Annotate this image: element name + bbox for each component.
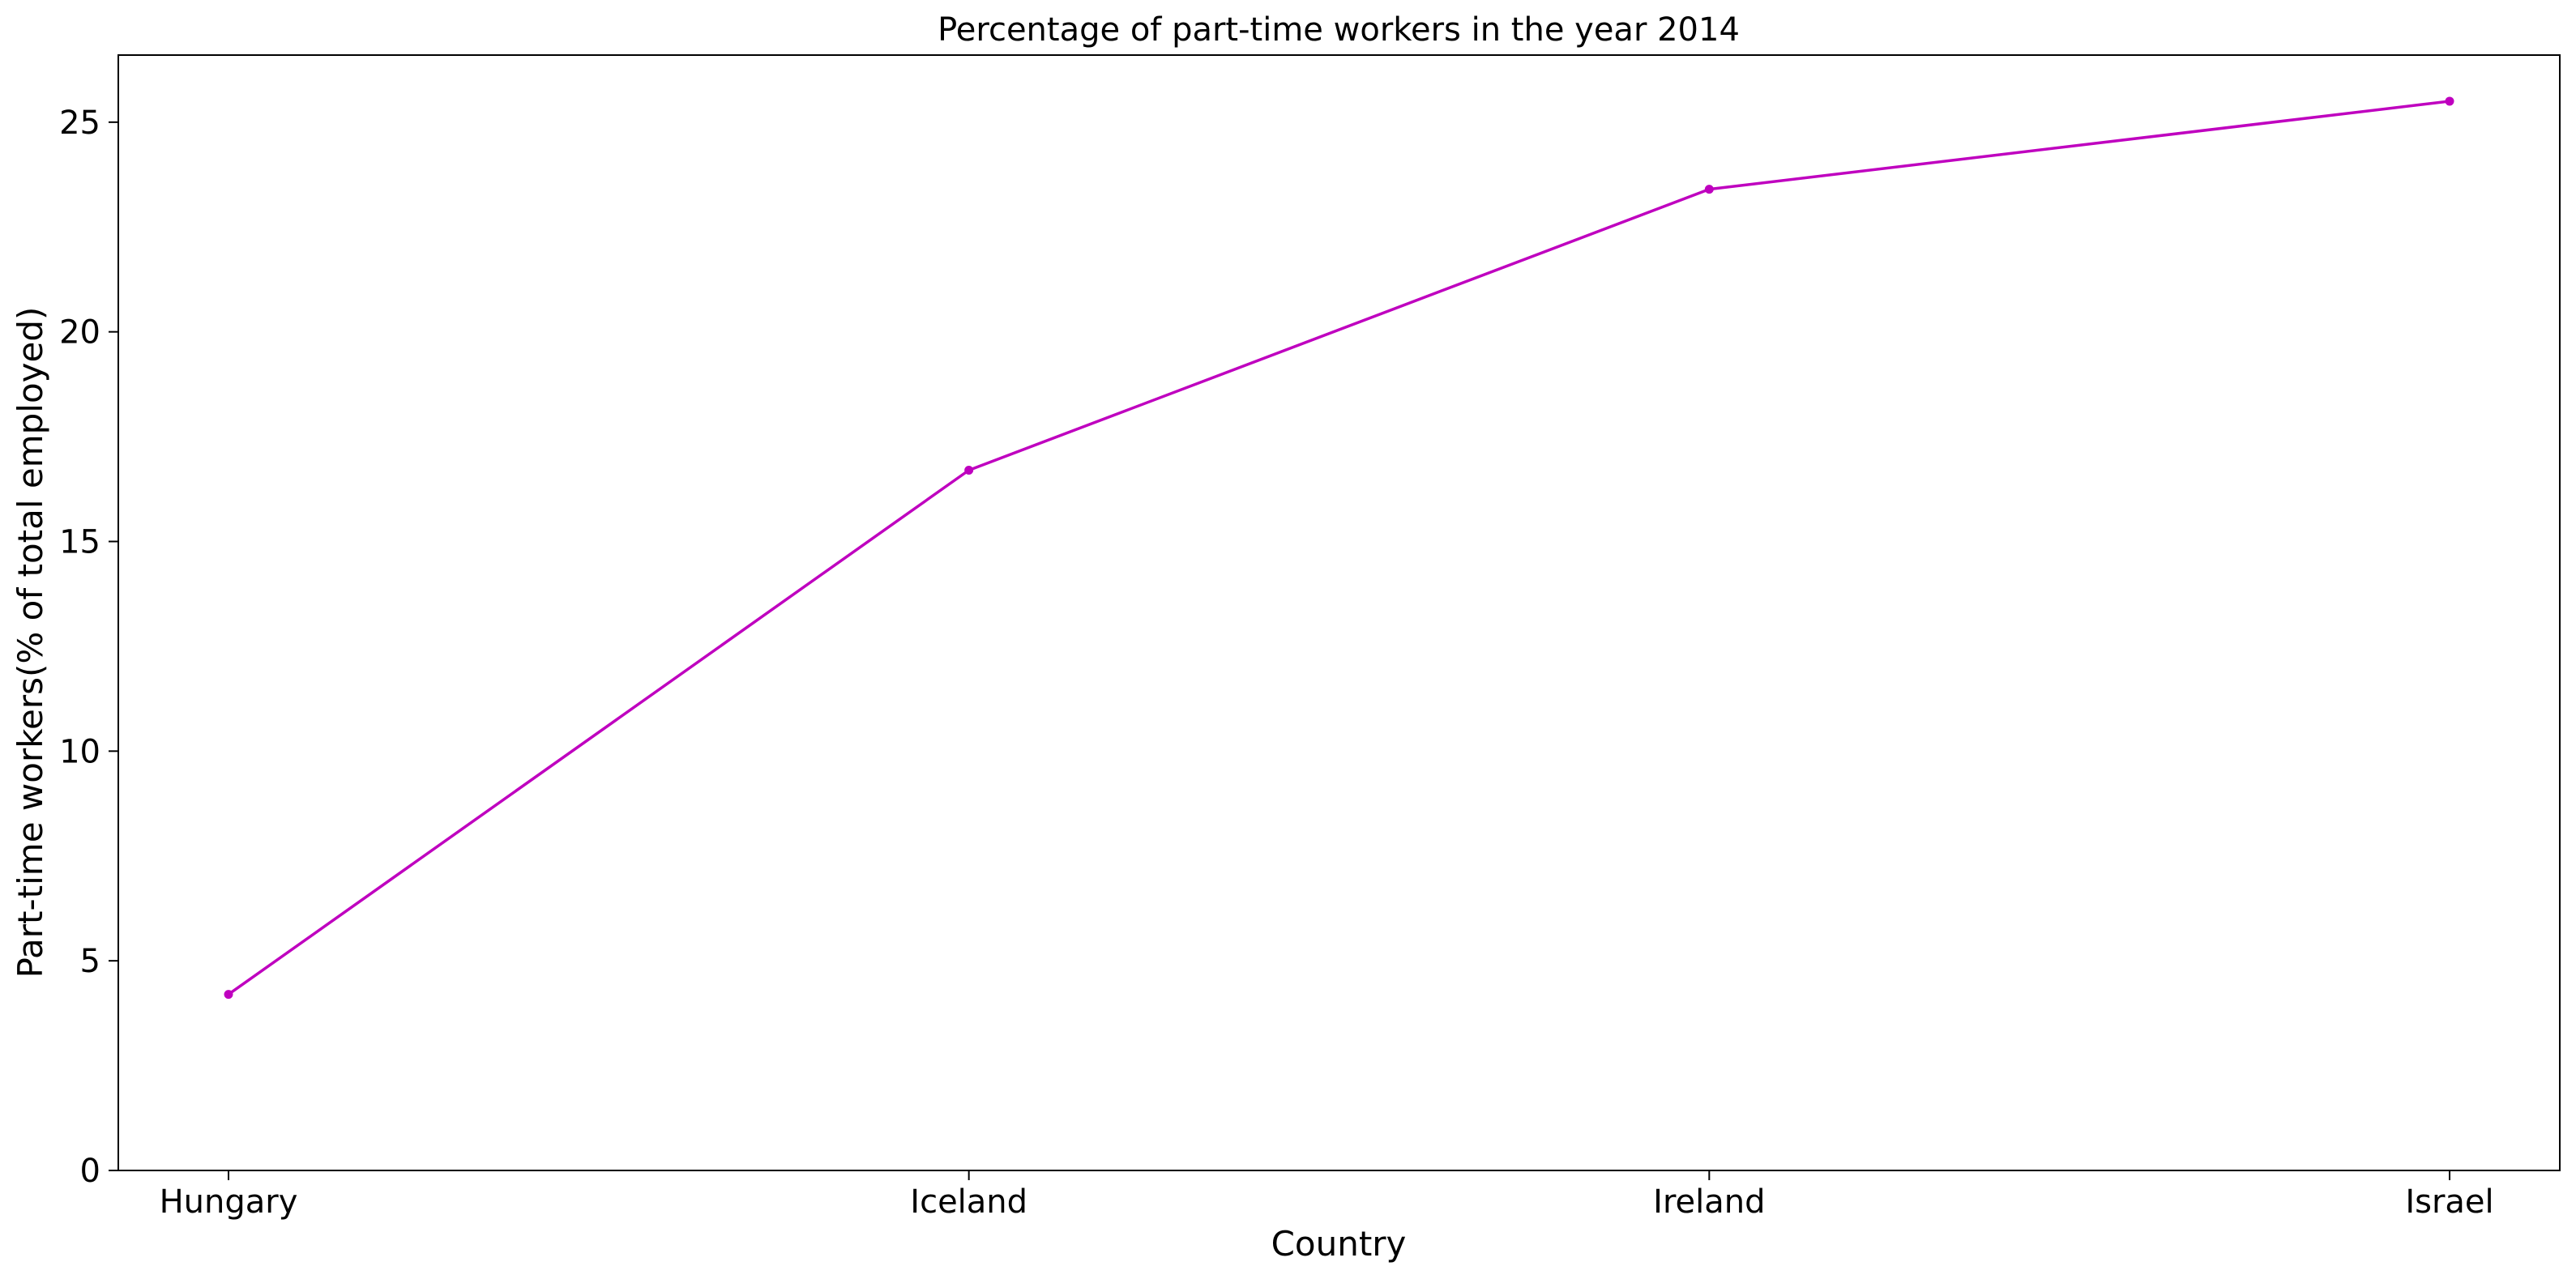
x-tick-label: Iceland [910, 1183, 1027, 1221]
y-tick-label: 15 [59, 523, 100, 561]
x-axis-label: Country [1271, 1224, 1407, 1264]
series-line [227, 100, 2450, 996]
y-tick-label: 10 [59, 733, 100, 770]
y-tick-label: 5 [80, 943, 100, 980]
plot-frame [117, 54, 2561, 1171]
data-point [2445, 96, 2454, 106]
data-point [224, 990, 233, 1000]
x-tick-label: Hungary [160, 1183, 298, 1221]
y-axis-label: Part-time workers(% of total employed) [11, 307, 50, 978]
x-axis: Hungary Iceland Ireland Israel [160, 1170, 2494, 1221]
data-point [964, 465, 974, 475]
x-tick-label: Ireland [1653, 1183, 1765, 1221]
y-tick-label: 0 [80, 1153, 100, 1190]
data-point [1704, 185, 1714, 194]
y-axis: 0 5 10 15 20 25 [59, 104, 118, 1190]
chart-title: Percentage of part-time workers in the y… [938, 11, 1740, 49]
y-tick-label: 25 [59, 104, 100, 142]
plot-area [117, 54, 2561, 1171]
series-layer [224, 96, 2454, 1000]
y-tick-label: 20 [59, 314, 100, 352]
x-tick-label: Israel [2405, 1183, 2493, 1221]
